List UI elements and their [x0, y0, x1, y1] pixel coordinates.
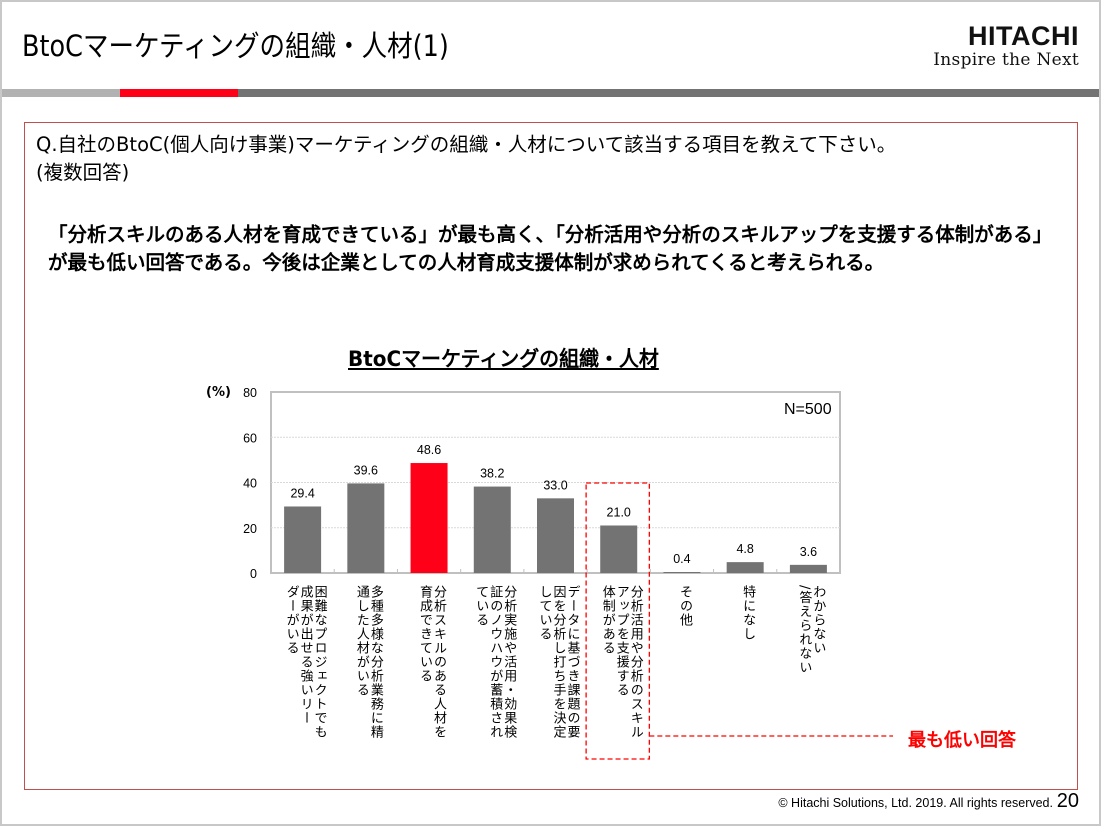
- y-tick-label: 40: [243, 477, 257, 491]
- lowest-answer-box: [585, 482, 650, 760]
- bar-value-label: 3.6: [800, 545, 817, 559]
- bar: [347, 483, 385, 573]
- bar-value-label: 4.8: [736, 542, 753, 556]
- header-stripe-red: [120, 89, 238, 97]
- x-category-label: 特になし: [740, 585, 756, 641]
- summary-text: 「分析スキルのある人材を育成できている」が最も高く、「分析活用や分析のスキルアッ…: [48, 223, 1053, 274]
- question-note: (複数回答): [36, 161, 130, 184]
- question-line: Q.自社のBtoC(個人向け事業)マーケティングの組織・人材について該当する項目…: [36, 133, 897, 156]
- bar: [726, 562, 764, 573]
- y-tick-label: 80: [243, 386, 257, 400]
- x-category-label: 分析スキルのある人材を 育成できている: [417, 585, 447, 739]
- header-stripe-dark: [238, 89, 1099, 97]
- question-text: Q.自社のBtoC(個人向け事業)マーケティングの組織・人材について該当する項目…: [36, 131, 896, 187]
- bar: [537, 498, 574, 573]
- sample-size-label: N=500: [784, 401, 832, 418]
- slide-title: BtoCマーケティングの組織・人材(1): [22, 29, 449, 63]
- bar-value-label: 33.0: [543, 478, 567, 492]
- bar: [789, 564, 827, 573]
- bar-value-label: 21.0: [607, 505, 631, 519]
- x-category-label: 困難なプロジェクトでも 成果が出せる強いリー ダーがいる: [283, 585, 327, 739]
- bar: [600, 525, 638, 573]
- x-category-label: わからない /答えられない: [796, 585, 826, 675]
- x-category-label: 多種多様な分析業務に精 通した人材がいる: [353, 585, 383, 739]
- x-category-label: その他: [676, 585, 692, 627]
- page-number: 20: [1056, 790, 1079, 812]
- bar-value-label: 29.4: [290, 486, 314, 500]
- bar: [410, 463, 448, 573]
- bar-value-label: 48.6: [417, 443, 441, 457]
- bar: [663, 572, 701, 573]
- header-stripe-light: [2, 89, 120, 97]
- hitachi-logo: HITACHI Inspire the Next: [933, 22, 1079, 70]
- y-tick-label: 20: [243, 522, 257, 536]
- x-category-label: 分析実施や活用・効果検 証のノウハウが蓄積され ている: [473, 585, 517, 739]
- bar: [473, 486, 511, 573]
- bar-value-label: 39.6: [354, 463, 378, 477]
- y-axis-unit: (%): [206, 385, 231, 400]
- bar-value-label: 38.2: [480, 467, 504, 481]
- lowest-answer-annotation: 最も低い回答: [908, 730, 1016, 751]
- y-tick-label: 0: [250, 567, 257, 581]
- bar: [284, 506, 322, 573]
- copyright-footer: © Hitachi Solutions, Ltd. 2019. All righ…: [778, 796, 1053, 810]
- y-tick-label: 60: [243, 431, 257, 445]
- x-category-label: 分析活用や分析のスキル アップを支援する 体制がある: [599, 585, 643, 739]
- bar-value-label: 0.4: [673, 552, 690, 566]
- content-box: [24, 122, 1078, 790]
- logo-name: HITACHI: [968, 21, 1079, 51]
- x-category-label: データに基づき課題の要 因を分析し打ち手を決定 している: [536, 585, 580, 739]
- logo-tagline: Inspire the Next: [933, 50, 1079, 70]
- chart-title: BtoCマーケティングの組織・人材: [348, 347, 659, 371]
